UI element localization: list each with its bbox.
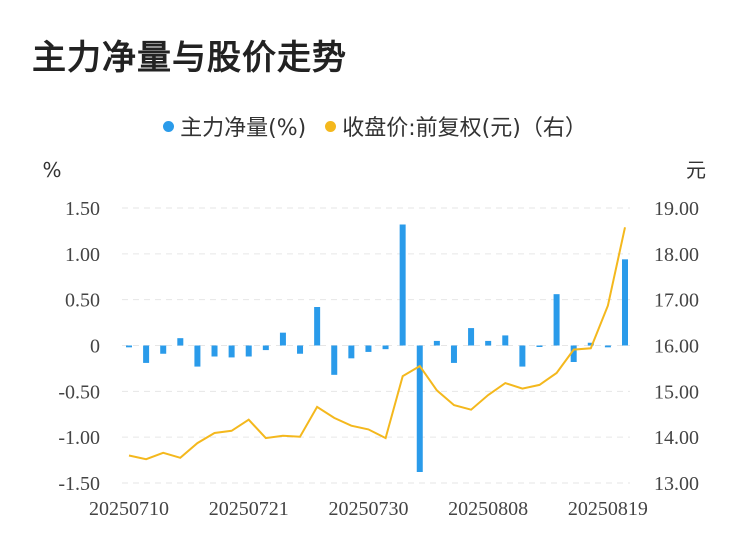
bar-series [126,224,628,473]
bar[interactable] [382,345,389,350]
bar[interactable] [262,345,269,351]
bar[interactable] [348,345,355,359]
left-tick-label: 0.50 [65,290,100,312]
x-tick-label: 20250819 [568,498,648,520]
bar[interactable] [468,328,475,346]
x-tick-label: 20250808 [448,498,528,520]
right-tick-label: 15.00 [654,381,699,403]
legend-item-net-flow[interactable]: 主力净量(%) [163,110,306,142]
bar[interactable] [433,340,440,346]
legend-dot-icon [163,120,175,132]
bar[interactable] [604,345,611,348]
right-tick-label: 18.00 [654,244,699,266]
left-axis-unit: % [42,158,61,182]
bar[interactable] [622,259,628,346]
legend: 主力净量(%) 收盘价:前复权(元)（右） [0,110,750,142]
bar[interactable] [245,345,252,357]
left-tick-label: 1.00 [65,244,100,266]
bar[interactable] [297,345,304,354]
bar[interactable] [553,294,560,346]
bar[interactable] [228,345,235,358]
bar[interactable] [331,345,338,375]
legend-label: 收盘价:前复权(元)（右） [342,116,587,141]
bar[interactable] [365,345,372,352]
legend-dot-icon [325,120,337,132]
bar[interactable] [587,342,594,346]
bar[interactable] [570,345,577,363]
left-tick-label: 0 [90,336,100,358]
right-axis-unit: 元 [686,158,706,182]
bar[interactable] [519,345,526,367]
bar[interactable] [399,224,406,346]
bar[interactable] [450,345,457,363]
left-tick-label: -1.00 [58,427,100,449]
price-line [128,227,626,461]
bar[interactable] [416,345,423,473]
x-tick-label: 20250730 [328,498,408,520]
right-tick-label: 16.00 [654,336,699,358]
bar[interactable] [177,338,184,346]
bar[interactable] [194,345,201,367]
right-tick-label: 17.00 [654,290,699,312]
legend-item-close-price[interactable]: 收盘价:前复权(元)（右） [325,110,587,142]
x-axis: 20250710 20250721 20250730 20250808 20250819 [89,498,648,520]
bar[interactable] [485,340,492,346]
right-axis: 19.00 18.00 17.00 16.00 15.00 14.00 13.00 [654,198,699,495]
bar[interactable] [502,335,509,346]
left-tick-label: 1.50 [65,198,100,220]
x-tick-label: 20250721 [209,498,289,520]
bar[interactable] [143,345,150,363]
right-tick-label: 19.00 [654,198,699,220]
bar[interactable] [211,345,218,357]
right-tick-label: 13.00 [654,473,699,495]
bar[interactable] [314,307,321,346]
x-tick-label: 20250710 [89,498,169,520]
legend-label: 主力净量(%) [180,116,307,141]
left-axis: 1.50 1.00 0.50 0 -0.50 -1.00 -1.50 [58,198,100,495]
bar[interactable] [536,345,543,348]
left-tick-label: -1.50 [58,473,100,495]
right-tick-label: 14.00 [654,427,699,449]
bar[interactable] [126,345,132,348]
gridlines [122,207,630,484]
chart-title: 主力净量与股价走势 [32,38,347,78]
bar[interactable] [160,345,167,354]
bar[interactable] [279,332,286,346]
left-tick-label: -0.50 [58,381,100,403]
